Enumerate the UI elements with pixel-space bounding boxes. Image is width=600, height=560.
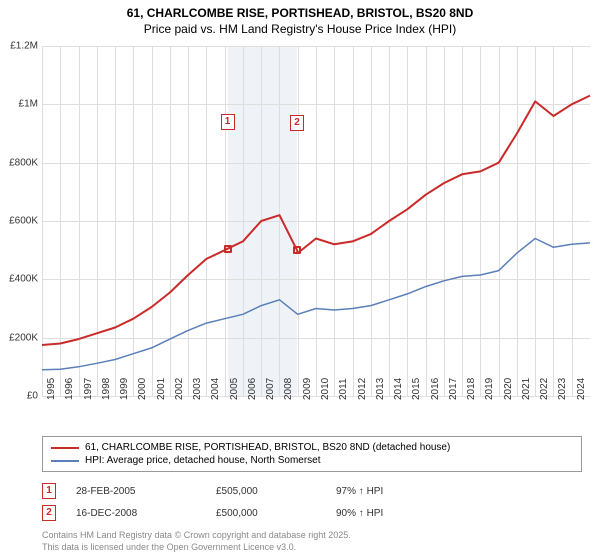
series-line-hpi	[42, 239, 590, 370]
title-line2: Price paid vs. HM Land Registry's House …	[8, 22, 592, 36]
legend-label-1: 61, CHARLCOMBE RISE, PORTISHEAD, BRISTOL…	[85, 442, 450, 453]
legend-swatch-2	[51, 460, 79, 462]
event-price-2: £500,000	[216, 508, 316, 519]
legend-label-2: HPI: Average price, detached house, Nort…	[85, 455, 321, 466]
legend-row-2: HPI: Average price, detached house, Nort…	[51, 454, 573, 467]
event-date-2: 16-DEC-2008	[76, 508, 196, 519]
event-marker-2: 2	[42, 505, 56, 521]
event-row-1: 1 28-FEB-2005 £505,000 97% ↑ HPI	[42, 480, 590, 502]
chart-plot-area: £0£200K£400K£600K£800K£1M£1.2M1995199619…	[42, 46, 590, 396]
chart-container: 61, CHARLCOMBE RISE, PORTISHEAD, BRISTOL…	[0, 0, 600, 560]
y-axis-label: £0	[27, 391, 38, 402]
event-price-1: £505,000	[216, 486, 316, 497]
event-row-2: 2 16-DEC-2008 £500,000 90% ↑ HPI	[42, 502, 590, 524]
legend-row-1: 61, CHARLCOMBE RISE, PORTISHEAD, BRISTOL…	[51, 441, 573, 454]
y-axis-label: £1M	[19, 99, 38, 110]
event-pct-2: 90% ↑ HPI	[336, 508, 436, 519]
y-axis-label: £800K	[9, 157, 38, 168]
event-date-1: 28-FEB-2005	[76, 486, 196, 497]
y-axis-label: £1.2M	[10, 41, 38, 52]
y-axis-label: £400K	[9, 274, 38, 285]
title-line1: 61, CHARLCOMBE RISE, PORTISHEAD, BRISTOL…	[8, 6, 592, 20]
legend-box: 61, CHARLCOMBE RISE, PORTISHEAD, BRISTOL…	[42, 436, 582, 472]
footer-text: Contains HM Land Registry data © Crown c…	[42, 530, 590, 553]
legend-swatch-1	[51, 447, 79, 449]
chart-lines-svg	[42, 46, 590, 396]
y-axis-label: £600K	[9, 216, 38, 227]
y-axis-label: £200K	[9, 332, 38, 343]
title-block: 61, CHARLCOMBE RISE, PORTISHEAD, BRISTOL…	[0, 0, 600, 40]
event-pct-1: 97% ↑ HPI	[336, 486, 436, 497]
event-marker-1: 1	[42, 483, 56, 499]
series-line-price_paid	[42, 96, 590, 345]
footer-line2: This data is licensed under the Open Gov…	[42, 542, 590, 554]
events-table: 1 28-FEB-2005 £505,000 97% ↑ HPI 2 16-DE…	[42, 480, 590, 524]
footer-line1: Contains HM Land Registry data © Crown c…	[42, 530, 590, 542]
legend-and-footer: 61, CHARLCOMBE RISE, PORTISHEAD, BRISTOL…	[42, 436, 590, 553]
